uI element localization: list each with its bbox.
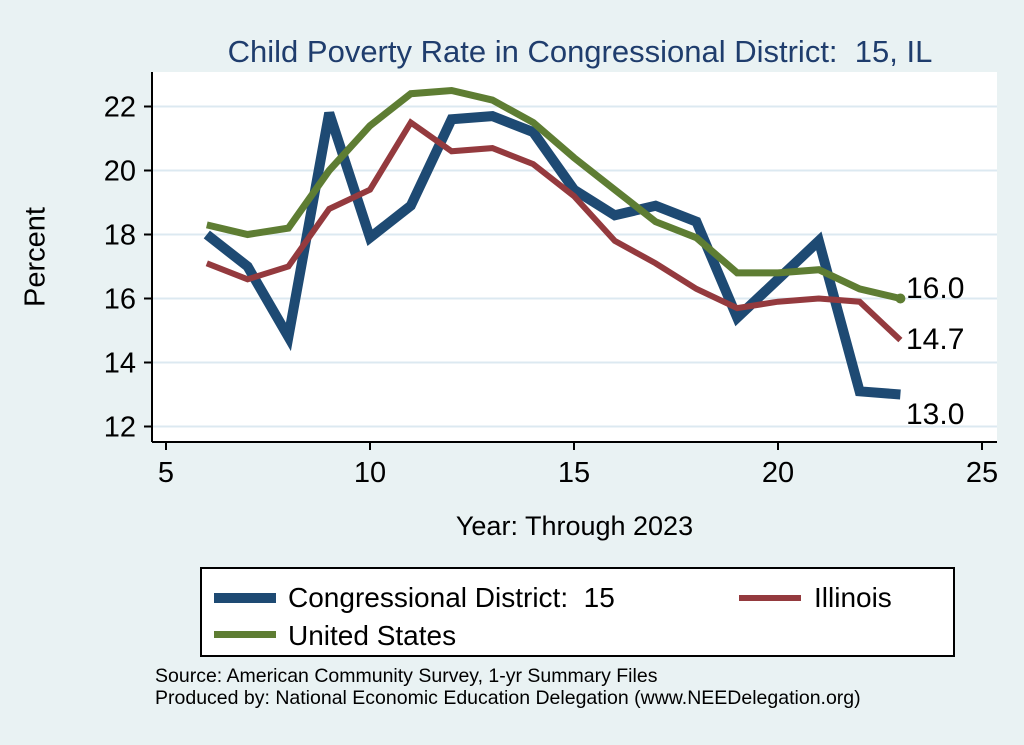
x-tick-label-10: 10: [354, 457, 386, 489]
legend-label-illinois: Illinois: [814, 582, 892, 613]
y-tick-label-22: 22: [104, 92, 136, 124]
legend-label-congressional-district-15: Congressional District: 15: [288, 582, 615, 613]
legend-swatch-congressional-district-15: [214, 593, 276, 603]
x-tick-label-20: 20: [762, 457, 794, 489]
x-tick-label-25: 25: [966, 457, 998, 489]
y-axis-title: Percent: [19, 207, 52, 307]
y-tick-label-16: 16: [104, 284, 136, 316]
end-label-united-states: 16.0: [906, 271, 965, 305]
y-tick-label-12: 12: [104, 412, 136, 444]
legend-swatch-united-states: [214, 631, 276, 638]
series-line-united-states: [205, 86, 902, 302]
series-end-dot-united-states: [895, 293, 906, 304]
series-line-illinois: [205, 118, 903, 343]
x-tick-label-5: 5: [158, 457, 174, 489]
source-block: Source: American Community Survey, 1-yr …: [155, 665, 861, 709]
end-label-illinois: 14.7: [906, 323, 965, 357]
legend-swatch-illinois: [739, 595, 801, 601]
y-tick-label-14: 14: [104, 348, 136, 380]
x-axis-title: Year: Through 2023: [455, 511, 694, 541]
y-tick-label-18: 18: [104, 220, 136, 252]
x-tick-label-15: 15: [558, 457, 590, 489]
plot-area: [152, 72, 997, 442]
legend: Congressional District: 15 Illinois Unit…: [200, 567, 955, 657]
legend-label-united-states: United States: [288, 620, 457, 651]
source-line-2: Produced by: National Economic Education…: [155, 687, 861, 709]
end-label-congressional-district-15: 13.0: [906, 397, 965, 431]
source-line-1: Source: American Community Survey, 1-yr …: [155, 665, 658, 687]
y-tick-label-20: 20: [104, 156, 136, 188]
chart-title: Child Poverty Rate in Congressional Dist…: [227, 34, 933, 69]
